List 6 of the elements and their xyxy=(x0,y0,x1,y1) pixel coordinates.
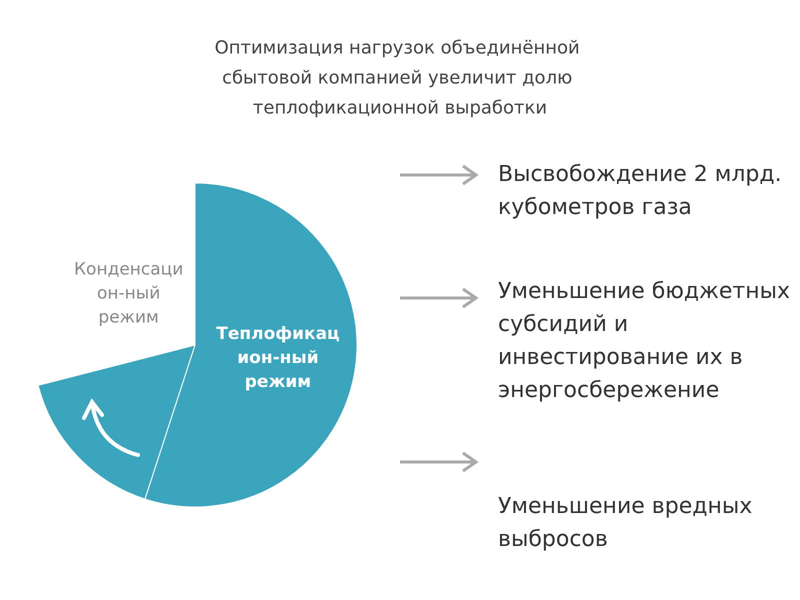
text: Высвобождение 2 млрд. кубометров газа xyxy=(498,162,789,220)
slice-label: Теплофикац ион-ный режим xyxy=(216,324,340,392)
slice-label: Конденсаци он-ный режим xyxy=(74,260,184,328)
text: Уменьшение вредных выбросов xyxy=(498,494,760,552)
text: Уменьшение бюджетных субсидий и инвестирование их в энергосбережение xyxy=(498,279,797,403)
text: Оптимизация нагрузок объединённой сбытовой компанией увеличит долю теплофикационной выработки xyxy=(214,38,586,118)
